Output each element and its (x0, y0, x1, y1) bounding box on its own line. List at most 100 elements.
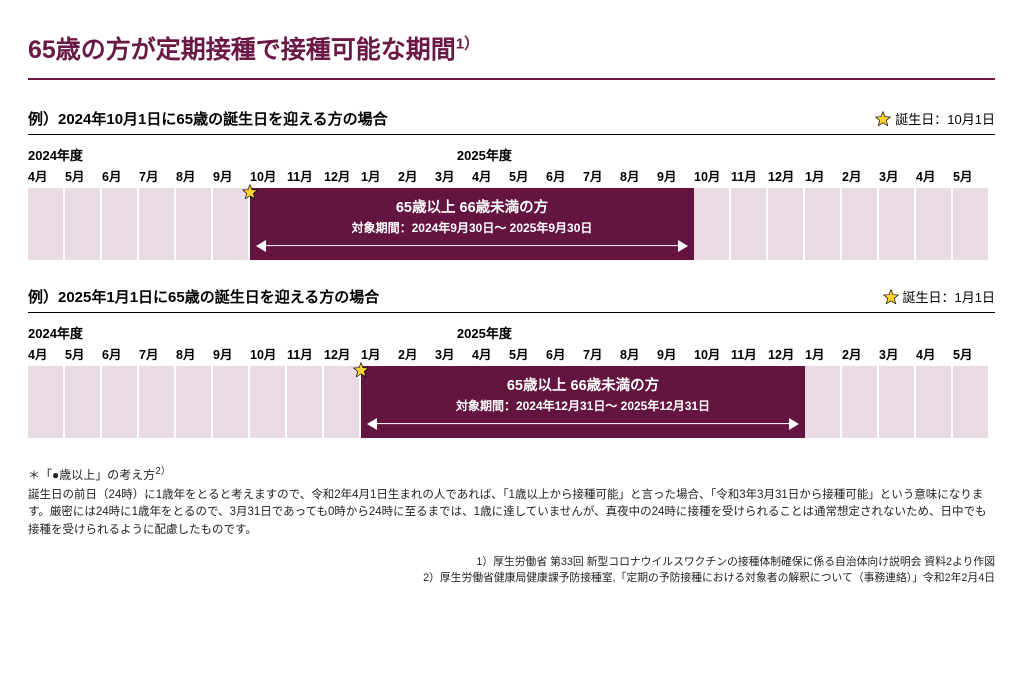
month-label: 11月 (287, 166, 324, 185)
legend-text: 誕生日：1月1日 (903, 287, 995, 306)
birthday-star-icon (242, 184, 258, 200)
timeline-cell (731, 188, 768, 260)
fy-label-2025: 2025年度 (457, 323, 512, 342)
month-label: 5月 (953, 166, 990, 185)
timeline-cell (953, 366, 990, 438)
month-label: 1月 (361, 344, 398, 363)
timeline-cell (139, 366, 176, 438)
timeline-cell (953, 188, 990, 260)
star-icon (883, 289, 899, 305)
footnote-title: ＊「●歳以上」の考え方2） (28, 464, 995, 485)
month-label: 6月 (546, 344, 583, 363)
month-label: 6月 (102, 166, 139, 185)
timeline-cell (805, 188, 842, 260)
month-label: 1月 (805, 344, 842, 363)
month-label: 7月 (139, 344, 176, 363)
month-label: 11月 (731, 166, 768, 185)
month-label: 5月 (65, 344, 102, 363)
timeline-cell (842, 188, 879, 260)
month-label: 10月 (694, 344, 731, 363)
month-label: 3月 (879, 344, 916, 363)
example-header: 例）2024年10月1日に65歳の誕生日を迎える方の場合 誕生日：10月1日 (28, 108, 995, 135)
range-arrow (256, 239, 688, 253)
timeline-cell (176, 188, 213, 260)
month-label: 12月 (768, 166, 805, 185)
example-block: 例）2025年1月1日に65歳の誕生日を迎える方の場合 誕生日：1月1日 202… (28, 286, 995, 438)
title-text: 65歳の方が定期接種で接種可能な期間 (28, 36, 456, 64)
month-row: 4月5月6月7月8月9月10月11月12月1月2月3月4月5月6月7月8月9月1… (28, 344, 995, 363)
eligibility-overlay: 65歳以上 66歳未満の方 対象期間：2024年9月30日～ 2025年9月30… (250, 188, 694, 260)
footnote: ＊「●歳以上」の考え方2） 誕生日の前日（24時）に1歳年をとると考えますので、… (28, 464, 995, 540)
timeline-cell (213, 366, 250, 438)
month-label: 5月 (509, 166, 546, 185)
month-label: 1月 (361, 166, 398, 185)
timeline-cell (916, 366, 953, 438)
month-label: 4月 (28, 166, 65, 185)
overlay-subtitle: 対象期間：2024年9月30日～ 2025年9月30日 (352, 219, 593, 236)
month-label: 8月 (620, 344, 657, 363)
month-label: 4月 (28, 344, 65, 363)
overlay-subtitle: 対象期間：2024年12月31日～ 2025年12月31日 (456, 397, 710, 414)
star-icon (875, 111, 891, 127)
timeline-cell (28, 366, 65, 438)
month-label: 6月 (102, 344, 139, 363)
year-row: 2024年度2025年度 (28, 323, 995, 342)
month-row: 4月5月6月7月8月9月10月11月12月1月2月3月4月5月6月7月8月9月1… (28, 166, 995, 185)
timeline-cell (842, 366, 879, 438)
month-label: 8月 (176, 166, 213, 185)
month-label: 10月 (250, 166, 287, 185)
timeline-cell (916, 188, 953, 260)
month-label: 4月 (916, 166, 953, 185)
month-label: 12月 (324, 344, 361, 363)
timeline-cell (102, 366, 139, 438)
timeline-cell (102, 188, 139, 260)
title-sup: 1） (456, 36, 479, 53)
month-label: 8月 (620, 166, 657, 185)
timeline-cell (879, 366, 916, 438)
example-block: 例）2024年10月1日に65歳の誕生日を迎える方の場合 誕生日：10月1日 2… (28, 108, 995, 260)
month-label: 4月 (472, 344, 509, 363)
timeline-cell (879, 188, 916, 260)
month-label: 3月 (435, 344, 472, 363)
month-label: 9月 (213, 344, 250, 363)
month-label: 2月 (398, 344, 435, 363)
month-label: 11月 (731, 344, 768, 363)
credit-line-1: 1）厚生労働省 第33回 新型コロナウイルスワクチンの接種体制確保に係る自治体向… (28, 554, 995, 570)
month-label: 10月 (250, 344, 287, 363)
fy-label-2024: 2024年度 (28, 145, 83, 164)
timeline-row: 65歳以上 66歳未満の方 対象期間：2024年12月31日～ 2025年12月… (28, 366, 995, 438)
month-label: 5月 (65, 166, 102, 185)
footnote-title-sup: 2） (155, 466, 171, 477)
example-title: 例）2025年1月1日に65歳の誕生日を迎える方の場合 (28, 286, 379, 307)
timeline-cell (287, 366, 324, 438)
birthday-legend: 誕生日：1月1日 (883, 287, 995, 306)
timeline-cell (28, 188, 65, 260)
birthday-legend: 誕生日：10月1日 (875, 109, 995, 128)
month-label: 9月 (657, 166, 694, 185)
example-header: 例）2025年1月1日に65歳の誕生日を迎える方の場合 誕生日：1月1日 (28, 286, 995, 313)
example-title: 例）2024年10月1日に65歳の誕生日を迎える方の場合 (28, 108, 388, 129)
month-label: 4月 (472, 166, 509, 185)
month-label: 12月 (768, 344, 805, 363)
month-label: 7月 (583, 344, 620, 363)
range-arrow (367, 417, 799, 431)
month-label: 1月 (805, 166, 842, 185)
month-label: 4月 (916, 344, 953, 363)
footnote-title-text: ＊「●歳以上」の考え方 (28, 468, 155, 482)
month-label: 9月 (213, 166, 250, 185)
eligibility-overlay: 65歳以上 66歳未満の方 対象期間：2024年12月31日～ 2025年12月… (361, 366, 805, 438)
month-label: 10月 (694, 166, 731, 185)
timeline-cell (176, 366, 213, 438)
timeline-cell (694, 188, 731, 260)
month-label: 7月 (583, 166, 620, 185)
month-label: 2月 (842, 344, 879, 363)
fy-label-2025: 2025年度 (457, 145, 512, 164)
credits: 1）厚生労働省 第33回 新型コロナウイルスワクチンの接種体制確保に係る自治体向… (28, 554, 995, 586)
month-label: 8月 (176, 344, 213, 363)
month-label: 5月 (953, 344, 990, 363)
month-label: 2月 (842, 166, 879, 185)
footnote-body: 誕生日の前日（24時）に1歳年をとると考えますので、令和2年4月1日生まれの人で… (28, 487, 995, 540)
year-row: 2024年度 2025年度 (28, 145, 995, 164)
month-label: 7月 (139, 166, 176, 185)
month-label: 6月 (546, 166, 583, 185)
